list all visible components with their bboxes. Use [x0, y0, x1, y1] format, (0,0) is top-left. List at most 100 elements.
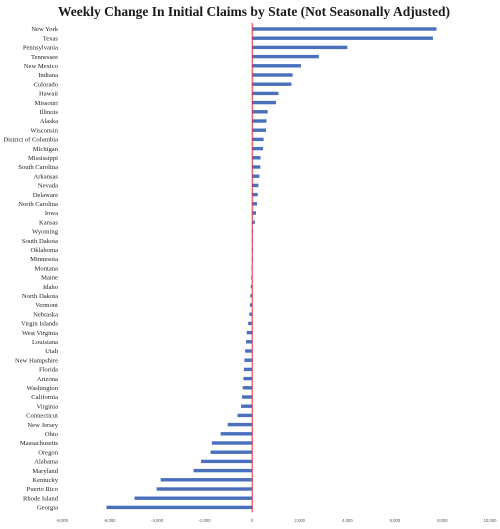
category-label-connecticut: Connecticut	[26, 413, 58, 420]
category-label-oregon: Oregon	[38, 449, 58, 456]
bar-idaho	[250, 284, 253, 289]
bar-louisiana	[246, 340, 253, 344]
bar-wisconsin	[252, 128, 267, 132]
bar-washington	[242, 386, 253, 390]
bar-virgin-islands	[248, 321, 253, 326]
x-tick-label: 2,000	[295, 518, 306, 523]
category-label-new-jersey: New Jersey	[27, 422, 58, 429]
category-label-south-dakota: South Dakota	[22, 238, 58, 245]
bar-utah	[245, 349, 253, 353]
category-label-puerto-rico: Puerto Rico	[27, 486, 59, 493]
bar-new-jersey	[227, 422, 253, 427]
category-label-virgin-islands: Virgin Islands	[21, 321, 58, 328]
x-tick-label: 0	[251, 518, 254, 523]
category-label-colorado: Colorado	[33, 81, 58, 88]
category-label-virginia: Virginia	[37, 403, 59, 410]
category-label-nebraska: Nebraska	[33, 311, 58, 318]
category-label-delaware: Delaware	[33, 192, 58, 199]
bar-pennsylvania	[252, 45, 348, 50]
category-label-nevada: Nevada	[38, 183, 58, 190]
bar-north-carolina	[252, 202, 257, 206]
category-label-new-hampshire: New Hampshire	[15, 357, 58, 364]
x-axis-tick-labels: -8,000 -6,000 -4,000 -2,000 0 2,000 4,000 6,000…	[56, 518, 497, 523]
bar-new-york	[252, 27, 437, 31]
bar-puerto-rico	[156, 487, 253, 491]
category-label-tennessee: Tennessee	[31, 54, 58, 61]
x-tick-label: -4,000	[151, 518, 164, 523]
category-label-michigan: Michigan	[33, 146, 59, 153]
bar-michigan	[252, 146, 263, 151]
bar-nebraska	[249, 312, 253, 316]
plot-area	[62, 24, 482, 517]
x-tick-label: 10,000	[484, 518, 497, 523]
category-label-texas: Texas	[43, 35, 59, 42]
category-label-vermont: Vermont	[35, 302, 58, 309]
bar-rhode-island	[134, 496, 253, 500]
bar-missouri	[252, 100, 276, 105]
bar-alaska	[252, 119, 267, 123]
bar-kentucky	[160, 478, 253, 482]
bar-oregon	[210, 450, 253, 454]
bar-texas	[252, 36, 433, 40]
category-label-hawaii: Hawaii	[39, 91, 58, 98]
bar-west-virginia	[246, 330, 253, 335]
category-label-rhode-island: Rhode Island	[23, 495, 59, 502]
bar-north-dakota	[250, 294, 253, 298]
category-label-illinois: Illinois	[39, 109, 58, 116]
bar-illinois	[252, 110, 268, 114]
bar-hawaii	[252, 91, 279, 96]
category-label-louisiana: Louisiana	[32, 339, 58, 346]
category-label-minnesota: Minnesota	[30, 256, 58, 263]
bar-iowa	[252, 211, 257, 215]
category-label-alabama: Alabama	[34, 459, 58, 466]
category-label-north-dakota: North Dakota	[22, 293, 58, 300]
bar-tennessee	[252, 54, 319, 59]
category-label-iowa: Iowa	[45, 210, 58, 217]
bar-georgia	[106, 505, 253, 510]
bar-florida	[243, 367, 253, 372]
category-label-ohio: Ohio	[45, 431, 59, 438]
category-label-district-of-columbia: District of Columbia	[3, 137, 58, 144]
x-tick-label: 6,000	[390, 518, 401, 523]
bar-delaware	[252, 192, 258, 197]
x-tick-label: -2,000	[199, 518, 212, 523]
bar-connecticut	[237, 413, 253, 418]
category-label-new-york: New York	[31, 26, 58, 33]
category-label-mississippi: Mississippi	[28, 155, 58, 162]
bar-colorado	[252, 82, 292, 86]
bar-ohio	[220, 432, 253, 436]
category-label-arizona: Arizona	[37, 376, 58, 383]
category-label-massachusetts: Massachusetts	[20, 440, 59, 447]
category-label-arkansas: Arkansas	[33, 173, 58, 180]
category-label-florida: Florida	[39, 367, 58, 374]
bar-nevada	[252, 183, 259, 188]
category-label-south-carolina: South Carolina	[18, 164, 58, 171]
category-label-west-virginia: West Virginia	[22, 330, 58, 337]
bar-indiana	[252, 73, 293, 77]
category-label-indiana: Indiana	[38, 72, 58, 79]
bars-group	[106, 27, 437, 510]
bar-vermont	[249, 303, 253, 307]
bar-maryland	[193, 468, 253, 473]
category-label-missouri: Missouri	[35, 100, 59, 107]
category-label-kentucky: Kentucky	[32, 477, 58, 484]
category-label-california: California	[31, 394, 58, 401]
bar-massachusetts	[211, 441, 253, 445]
bar-district-of-columbia	[252, 137, 264, 142]
category-label-kansas: Kansas	[39, 219, 58, 226]
category-label-maine: Maine	[41, 275, 58, 282]
bar-mississippi	[252, 156, 261, 160]
bar-new-hampshire	[244, 358, 253, 362]
category-label-washington: Washington	[27, 385, 59, 392]
x-tick-label: -6,000	[104, 518, 117, 523]
x-tick-label: -8,000	[56, 518, 69, 523]
category-label-wisconsin: Wisconsin	[30, 127, 58, 134]
bar-new-mexico	[252, 64, 301, 68]
category-labels: New York Texas Pennsylvania Tennessee New Me…	[3, 26, 58, 511]
bar-california	[241, 395, 253, 399]
bar-virginia	[241, 404, 253, 408]
x-tick-label: 4,000	[342, 518, 353, 523]
category-label-wyoming: Wyoming	[32, 229, 59, 236]
bar-south-carolina	[252, 165, 261, 169]
category-label-idaho: Idaho	[43, 284, 59, 291]
